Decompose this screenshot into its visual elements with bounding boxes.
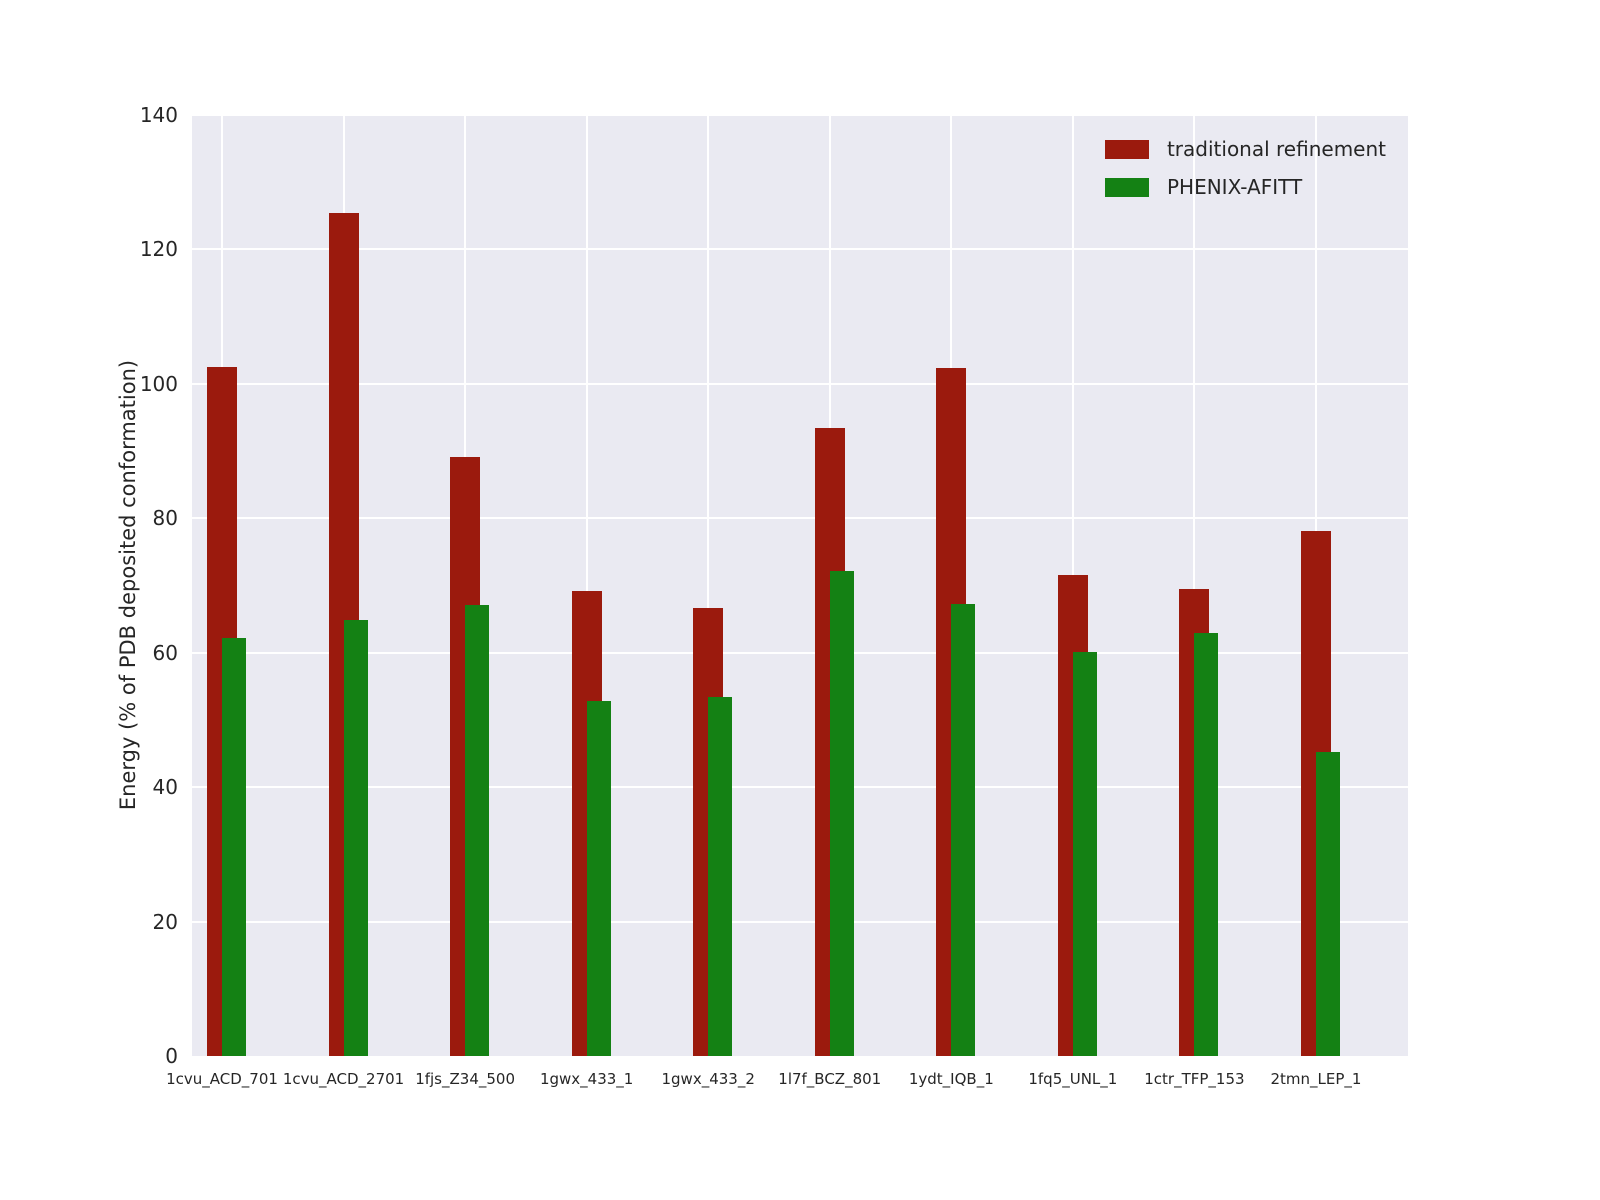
gridline-horizontal xyxy=(192,517,1408,520)
x-tick-label: 1ctr_TFP_153 xyxy=(1144,1070,1245,1088)
legend-label: PHENIX-AFITT xyxy=(1166,175,1303,199)
x-tick-label: 1cvu_ACD_2701 xyxy=(282,1070,405,1088)
x-tick-label: 1ydt_IQB_1 xyxy=(908,1070,994,1088)
bar-phenix-afitt-1ydt_IQB_1 xyxy=(951,603,976,1056)
x-tick-label: 1cvu_ACD_701 xyxy=(166,1070,278,1088)
bar-phenix-afitt-2tmn_LEP_1 xyxy=(1315,752,1340,1056)
y-tick-label: 100 xyxy=(139,371,178,396)
x-tick-label: 1l7f_BCZ_801 xyxy=(778,1070,882,1088)
legend: traditional refinement PHENIX-AFITT xyxy=(1097,131,1394,205)
legend-swatch-icon xyxy=(1104,177,1149,197)
legend-item: traditional refinement xyxy=(1104,137,1386,161)
plot-area: traditional refinement PHENIX-AFITT xyxy=(192,114,1408,1056)
gridline-horizontal xyxy=(192,920,1408,923)
y-tick-label: 40 xyxy=(152,775,178,800)
y-tick-label: 0 xyxy=(165,1044,178,1068)
bar-phenix-afitt-1l7f_BCZ_801 xyxy=(829,570,854,1056)
gridline-horizontal xyxy=(192,248,1408,251)
y-tick-label: 120 xyxy=(139,237,178,262)
y-tick-label: 20 xyxy=(152,909,178,934)
gridline-vertical xyxy=(585,115,588,1056)
x-tick-label: 1fq5_UNL_1 xyxy=(1028,1070,1118,1088)
gridline-horizontal xyxy=(192,786,1408,789)
y-tick-label: 80 xyxy=(152,506,178,531)
x-tick-label: 1fjs_Z34_500 xyxy=(415,1070,515,1088)
legend-label: traditional refinement xyxy=(1166,137,1386,161)
bar-phenix-afitt-1fq5_UNL_1 xyxy=(1072,652,1097,1056)
bar-phenix-afitt-1ctr_TFP_153 xyxy=(1194,633,1219,1056)
y-tick-label: 60 xyxy=(152,640,178,665)
y-tick-label: 140 xyxy=(139,103,178,127)
x-tick-label: 1gwx_433_1 xyxy=(539,1070,634,1088)
gridline-vertical xyxy=(707,115,710,1056)
bar-phenix-afitt-1fjs_Z34_500 xyxy=(465,604,490,1056)
x-tick-label: 1gwx_433_2 xyxy=(661,1070,755,1088)
gridline-horizontal xyxy=(192,651,1408,654)
gridline-horizontal xyxy=(192,114,1408,116)
x-tick-label: 2tmn_LEP_1 xyxy=(1270,1070,1362,1088)
gridline-horizontal xyxy=(192,382,1408,385)
legend-swatch-icon xyxy=(1104,139,1149,159)
bar-phenix-afitt-1cvu_ACD_2701 xyxy=(343,619,368,1056)
legend-item: PHENIX-AFITT xyxy=(1104,175,1386,199)
y-axis-label: Energy (% of PDB deposited conformation) xyxy=(116,359,140,811)
bar-phenix-afitt-1gwx_433_2 xyxy=(708,697,733,1056)
bar-phenix-afitt-1gwx_433_1 xyxy=(586,701,611,1056)
bar-phenix-afitt-1cvu_ACD_701 xyxy=(222,637,246,1056)
gridline-vertical xyxy=(1193,115,1196,1056)
